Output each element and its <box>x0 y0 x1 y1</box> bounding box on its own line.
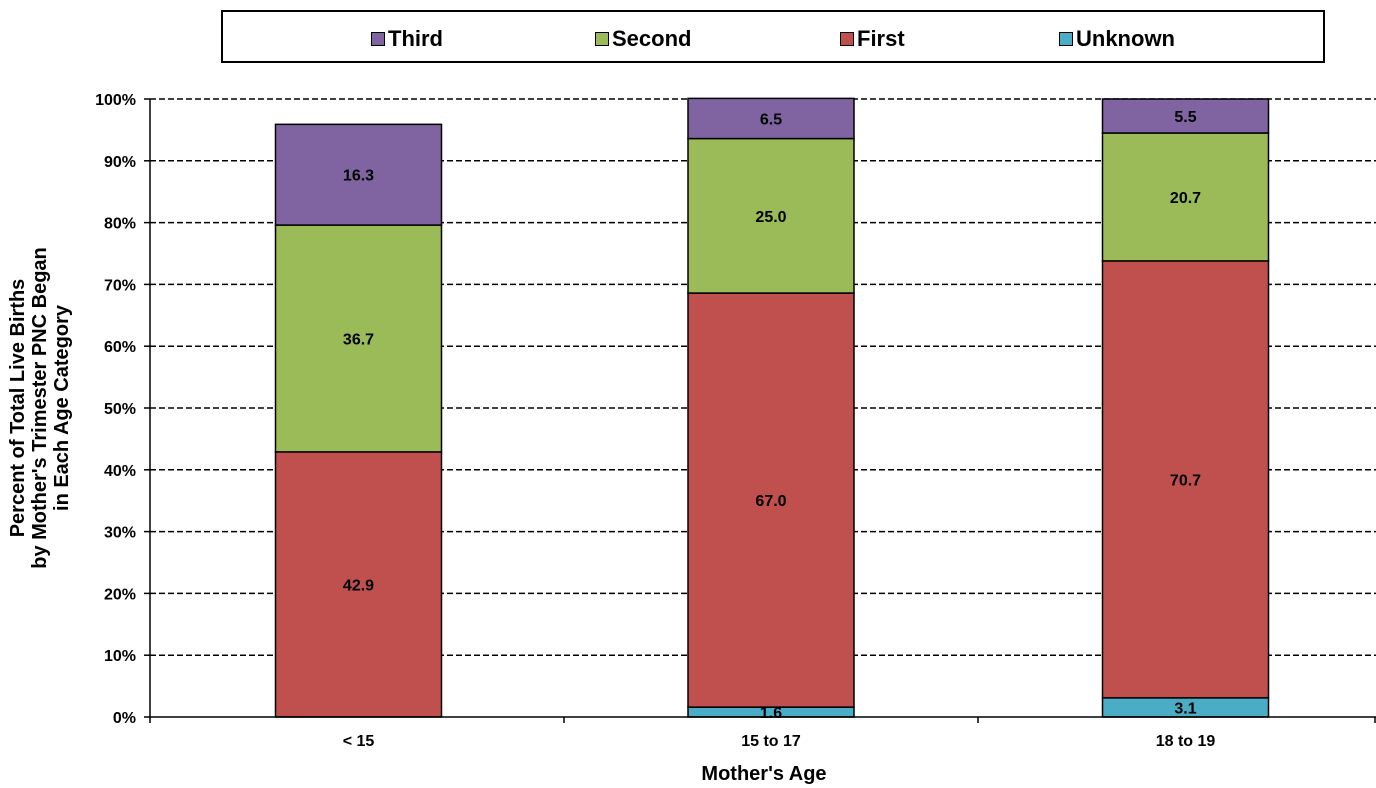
bar-first-0 <box>274 451 443 718</box>
legend-label: Second <box>612 26 692 51</box>
x-tick-label: 15 to 17 <box>741 733 801 750</box>
y-tick-label: 40% <box>104 463 136 480</box>
y-tick-label: 100% <box>95 92 136 109</box>
legend-swatch <box>1059 32 1073 46</box>
legend-swatch <box>595 32 609 46</box>
legend-item-second: Second <box>595 26 691 52</box>
x-tick-label: < 15 <box>343 733 375 750</box>
bar-second-2 <box>1101 132 1270 262</box>
data-label: 36.7 <box>343 331 374 348</box>
data-label: 16.3 <box>343 168 374 185</box>
x-axis-title: Mother's Age <box>701 763 826 785</box>
legend-item-unknown: Unknown <box>1059 26 1175 52</box>
y-axis-title: Percent of Total Live Births by Mother's … <box>7 247 73 569</box>
data-label: 3.1 <box>1174 700 1196 717</box>
legend-swatch <box>840 32 854 46</box>
bar-first-2 <box>1101 260 1270 699</box>
bar-second-1 <box>687 137 855 294</box>
y-axis-title-line: Percent of Total Live Births <box>7 279 29 538</box>
y-tick-label: 60% <box>104 339 136 356</box>
legend-label: Unknown <box>1076 26 1175 51</box>
y-tick-label: 80% <box>104 216 136 233</box>
x-tick-label: 18 to 19 <box>1156 733 1216 750</box>
y-tick-label: 0% <box>113 710 136 727</box>
axes: 0% 10% 20% 30% 40% 50% 60% 70% 80% 90% 100% < 15 15 … <box>95 92 1376 750</box>
y-tick-label: 50% <box>104 401 136 418</box>
legend-item-third: Third <box>371 26 443 52</box>
legend-item-first: First <box>840 26 905 52</box>
y-tick-label: 10% <box>104 648 136 665</box>
y-axis-title-line: in Each Age Category <box>51 304 73 511</box>
y-tick-label: 90% <box>104 154 136 171</box>
legend-swatch <box>371 32 385 46</box>
data-label: 67.0 <box>755 493 786 510</box>
y-tick-label: 70% <box>104 277 136 294</box>
data-label: 6.5 <box>760 111 782 128</box>
y-tick-label: 30% <box>104 525 136 542</box>
data-label: 70.7 <box>1170 472 1201 489</box>
data-label: 25.0 <box>755 209 786 226</box>
legend-label: First <box>857 26 905 51</box>
bar-first-1 <box>687 292 855 708</box>
bars <box>274 97 1270 718</box>
data-label: 1.6 <box>760 705 782 722</box>
data-label: 5.5 <box>1174 109 1196 126</box>
y-axis-title-line: by Mother's Trimester PNC Began <box>29 247 51 569</box>
bar-third-1 <box>687 97 855 140</box>
data-label: 20.7 <box>1170 190 1201 207</box>
y-tick-label: 20% <box>104 586 136 603</box>
legend: Third Second First Unknown <box>221 10 1325 63</box>
data-label: 42.9 <box>343 577 374 594</box>
legend-label: Third <box>388 26 443 51</box>
bar-third-2 <box>1101 98 1270 134</box>
bar-second-0 <box>274 224 443 453</box>
bar-third-0 <box>274 123 443 226</box>
data-labels: 42.9 36.7 16.3 1.6 67.0 25.0 6.5 3.1 70.7 20.7 5.5 <box>343 109 1201 722</box>
